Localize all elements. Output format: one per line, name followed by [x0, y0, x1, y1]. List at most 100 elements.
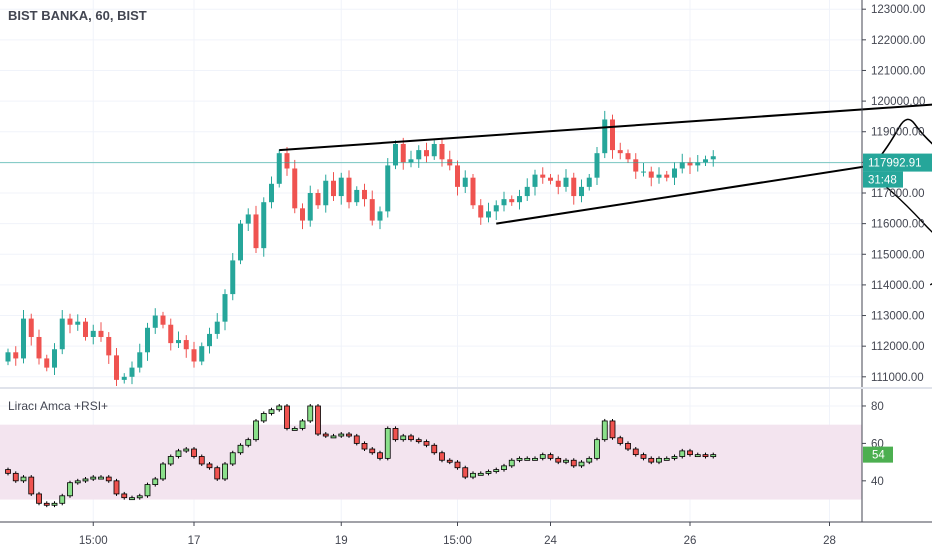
rsi-candle — [694, 454, 701, 458]
candle-body — [424, 150, 429, 157]
rsi-candle — [12, 472, 19, 482]
candle-body — [129, 367, 135, 377]
candle-body — [610, 119, 615, 151]
rsi-candle — [43, 502, 50, 506]
rsi-candle — [671, 456, 678, 459]
candle-body — [323, 180, 329, 206]
candle-body — [532, 174, 538, 187]
rsi-candle — [462, 467, 469, 478]
candle-body — [354, 189, 360, 203]
candle-body — [439, 143, 445, 160]
rsi-candle — [710, 454, 717, 458]
rsi-value-label: 54 — [872, 450, 885, 462]
candle-body — [672, 168, 677, 178]
candle-body — [106, 336, 112, 356]
candle-body — [75, 321, 81, 325]
time-tick-label: 19 — [335, 535, 348, 547]
candle-body — [493, 205, 499, 212]
candle-body — [703, 159, 708, 163]
candle-body — [695, 162, 701, 166]
rsi-candle — [353, 435, 360, 444]
rsi-candle — [253, 420, 259, 441]
candle-body — [648, 171, 654, 178]
candle-body — [83, 321, 88, 337]
rsi-candle — [67, 482, 73, 497]
rsi-candle — [105, 476, 112, 482]
rsi-candle — [36, 493, 42, 504]
last-price-label: 117992.91 — [868, 158, 922, 170]
rsi-candle — [90, 476, 97, 480]
symbol-legend[interactable]: BIST BANKA, 60, BIST — [8, 8, 147, 23]
rsi-candle — [648, 457, 655, 463]
time-tick-label: 15:00 — [443, 535, 472, 547]
candle-body — [393, 143, 398, 166]
rsi-candle — [346, 433, 352, 437]
candle-body — [416, 150, 422, 160]
price-tick-label: 115000.00 — [871, 249, 925, 261]
rsi-candle — [28, 476, 35, 495]
rsi-candle — [377, 452, 383, 459]
time-tick-label: 15:00 — [79, 535, 108, 547]
countdown-label: 31:48 — [868, 175, 897, 187]
candle-body — [36, 336, 42, 359]
rsi-candle — [160, 463, 166, 480]
candle-body — [509, 199, 515, 203]
rsi-candle — [578, 461, 585, 467]
candle-body — [98, 330, 104, 337]
candle-body — [377, 211, 383, 221]
last-price-badge — [863, 153, 932, 172]
rsi-candle — [632, 448, 639, 456]
price-tick-label: 113000.00 — [871, 311, 925, 323]
rsi-candle — [284, 405, 290, 429]
rsi-candle — [191, 448, 197, 457]
rsi-candle — [594, 439, 600, 459]
price-tick-label: 112000.00 — [871, 341, 925, 353]
candle-body — [625, 153, 631, 160]
rsi-candle — [229, 452, 236, 465]
rsi-candle — [152, 478, 159, 485]
rsi-candle — [415, 439, 422, 443]
candle-body — [276, 153, 282, 184]
rsi-candle — [400, 435, 407, 441]
candle-body — [641, 171, 646, 173]
candle-body — [470, 177, 476, 206]
rsi-candle — [144, 484, 151, 497]
candle-body — [176, 340, 181, 344]
candle-body — [594, 153, 600, 178]
candle-body — [555, 180, 561, 187]
time-tick-label: 24 — [544, 535, 557, 547]
price-labels: 117992.91 31:48 54 — [863, 153, 932, 463]
rsi-candle — [299, 420, 306, 429]
rsi-candle — [656, 457, 662, 463]
candle-body — [269, 183, 274, 203]
rsi-legend[interactable]: Liracı Amca +RSI+ — [8, 399, 109, 413]
rsi-candle — [51, 502, 58, 506]
rsi-candle — [113, 480, 120, 495]
rsi-candle — [563, 459, 569, 463]
rsi-candle — [547, 454, 554, 459]
rsi-candle — [214, 467, 221, 480]
candle-body — [214, 321, 220, 334]
rsi-candle — [20, 476, 27, 482]
candle-body — [362, 189, 367, 200]
candle-body — [524, 186, 530, 197]
rsi-candle — [222, 463, 228, 480]
candle-body — [67, 318, 73, 325]
price-tick-label: 117000.00 — [871, 188, 925, 200]
price-tick-label: 114000.00 — [871, 280, 925, 292]
candle-body — [687, 162, 693, 166]
candle-body — [385, 165, 391, 212]
price-tick-label: 123000.00 — [871, 4, 925, 16]
candle-body — [331, 180, 336, 197]
candle-body — [238, 223, 243, 261]
candle-body — [44, 358, 50, 368]
rsi-candle — [687, 450, 693, 456]
rsi-candle — [198, 456, 205, 465]
candle-body — [579, 186, 584, 197]
rsi-candle — [322, 433, 329, 437]
candle-body — [617, 150, 623, 154]
rsi-candle — [493, 469, 500, 473]
candle-body — [199, 346, 205, 362]
